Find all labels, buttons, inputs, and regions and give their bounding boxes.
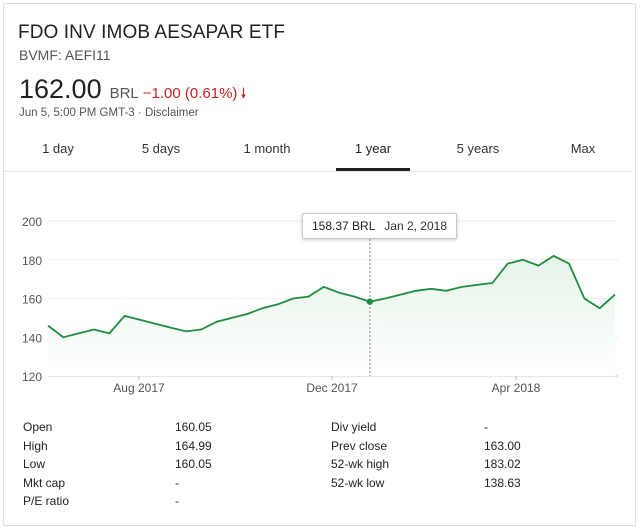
stat-label: Div yield	[331, 420, 377, 434]
price-change: −1.00 (0.61%)	[142, 85, 238, 102]
stat-value: 160.05	[175, 457, 212, 471]
stat-row: High 164.99	[23, 437, 212, 456]
y-tick-label: 160	[22, 293, 42, 307]
stat-row: 52-wk high 183.02	[331, 455, 551, 474]
disclaimer-link[interactable]: Disclaimer	[144, 107, 199, 119]
stat-value: 163.00	[484, 438, 521, 453]
y-tick-label: 140	[22, 331, 42, 345]
price-chart[interactable]: 200 180 160 140 120 Aug 2017 Dec 2017 Apr 2018	[0, 195, 643, 400]
stats-right: Div yield - Prev close 163.00 52-wk high 18…	[331, 418, 551, 492]
tab-max[interactable]: Max	[570, 141, 596, 156]
y-tick-label: 200	[22, 215, 42, 229]
y-tick-label: 180	[22, 254, 42, 268]
stat-value: -	[175, 475, 179, 490]
series-line	[47, 255, 616, 339]
tab-1-year[interactable]: 1 year	[336, 131, 410, 171]
stat-row: 52-wk low 138.63	[331, 474, 551, 493]
stats-left: Open 160.05 High 164.99 Low 160.05 Mkt cap -…	[23, 418, 212, 511]
stat-label: Mkt cap	[23, 475, 66, 490]
fund-title: FDO INV IMOB AESAPAR ETF	[18, 22, 286, 43]
stat-label: Open	[23, 420, 53, 434]
tab-1-day[interactable]: 1 day	[42, 141, 74, 156]
quote-timestamp: Jun 5, 5:00 PM GMT-3	[19, 107, 135, 119]
stat-value: 164.99	[175, 438, 212, 453]
stat-label: High	[23, 438, 48, 453]
stat-label: 52-wk low	[331, 475, 385, 490]
range-tabs: 1 day 5 days 1 month 1 year 5 years Max	[4, 131, 632, 172]
stat-value: -	[175, 494, 179, 508]
tooltip-value: 158.37 BRL	[312, 219, 375, 233]
stat-value: -	[484, 420, 488, 434]
x-tick-label: Aug 2017	[113, 381, 165, 395]
ticker-symbol: BVMF: AEFI11	[19, 47, 111, 63]
stat-value: 160.05	[175, 420, 212, 434]
chart-tooltip: 158.37 BRL Jan 2, 2018	[302, 213, 457, 239]
series-area	[48, 255, 615, 376]
price-row: 162.00 BRL −1.00 (0.61%) 🠗	[19, 74, 246, 107]
stat-label: Low	[23, 457, 46, 471]
tab-1-month[interactable]: 1 month	[243, 141, 291, 156]
tab-5-days[interactable]: 5 days	[141, 141, 181, 156]
stat-label: 52-wk high	[331, 457, 390, 471]
stat-row: Open 160.05	[23, 418, 212, 437]
stat-value: 138.63	[484, 475, 521, 490]
stat-row: P/E ratio -	[23, 492, 203, 511]
arrow-down-icon: 🠗	[240, 85, 247, 101]
current-price: 162.00	[19, 74, 102, 104]
x-tick-label: Apr 2018	[492, 381, 541, 395]
stat-row: Mkt cap -	[23, 474, 203, 493]
stat-label: Prev close	[331, 438, 388, 453]
tab-5-years[interactable]: 5 years	[456, 141, 500, 156]
stat-row: Prev close 163.00	[331, 437, 551, 456]
y-tick-label: 120	[22, 370, 42, 384]
stat-row: Div yield -	[331, 418, 551, 437]
x-tick-label: Dec 2017	[306, 381, 358, 395]
stat-row: Low 160.05	[23, 455, 212, 474]
stat-label: P/E ratio	[23, 494, 70, 508]
tooltip-date: Jan 2, 2018	[384, 219, 447, 233]
hover-point	[366, 298, 374, 305]
meta-separator: ·	[137, 107, 142, 119]
stat-value: 183.02	[484, 457, 521, 471]
currency-label: BRL	[109, 85, 139, 102]
quote-meta: Jun 5, 5:00 PM GMT-3 · Disclaimer	[19, 107, 199, 119]
